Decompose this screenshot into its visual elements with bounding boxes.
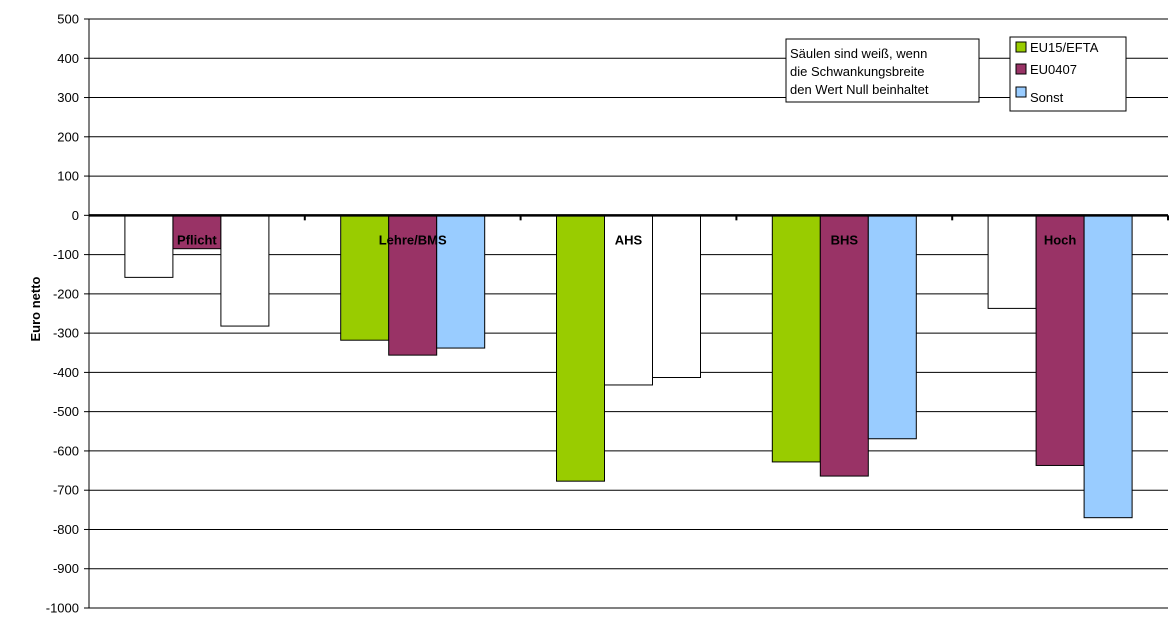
category-label-ahs: AHS <box>615 232 643 247</box>
y-tick-label: 100 <box>57 169 79 184</box>
category-label-pflicht: Pflicht <box>177 232 217 247</box>
y-tick-label: -800 <box>53 522 79 537</box>
legend-label-sonst: Sonst <box>1030 90 1064 105</box>
bar-sonst-pflicht <box>220 214 270 327</box>
y-tick-label: 400 <box>57 51 79 66</box>
category-label-bhs: BHS <box>831 232 859 247</box>
bar-extra-pflicht-0 <box>124 214 174 278</box>
y-tick-label: 200 <box>57 129 79 144</box>
bar-sonst-bhs <box>867 214 917 440</box>
annotation-line-1: Säulen sind weiß, wenn <box>790 46 927 61</box>
bar-eu0407-hoch <box>1035 214 1085 466</box>
y-tick-label: -600 <box>53 443 79 458</box>
y-axis-label: Euro netto <box>28 276 43 341</box>
y-tick-label: 300 <box>57 90 79 105</box>
bar-eu0407-ahs <box>604 214 653 386</box>
y-tick-label: -400 <box>53 365 79 380</box>
category-label-hoch: Hoch <box>1044 232 1077 247</box>
bar-eu15-efta-lehre-bms <box>340 214 390 341</box>
y-tick-label: -300 <box>53 326 79 341</box>
y-tick-label: -900 <box>53 561 79 576</box>
y-tick-labels: -1000-900-800-700-600-500-400-300-200-10… <box>46 12 79 616</box>
bar-eu15-efta-hoch <box>987 214 1037 309</box>
annotation-line-2: die Schwankungsbreite <box>790 64 924 79</box>
category-label-lehre-bms: Lehre/BMS <box>379 232 447 247</box>
bars <box>124 214 1133 519</box>
y-tick-label: -200 <box>53 286 79 301</box>
bar-eu0407-bhs <box>819 214 869 477</box>
category-labels: Pflicht Lehre/BMS AHS BHS Hoch <box>177 232 1076 247</box>
legend-swatch-eu0407 <box>1015 63 1027 75</box>
y-tick-label: -1000 <box>46 601 79 615</box>
y-tick-label: -700 <box>53 483 79 498</box>
axes <box>88 19 1169 608</box>
legend-label-eu15efta: EU15/EFTA <box>1030 40 1099 55</box>
y-tick-label: 0 <box>72 208 79 223</box>
legend-swatch-sonst <box>1015 86 1027 98</box>
legend-swatch-eu15efta <box>1015 41 1027 53</box>
legend-label-eu0407: EU0407 <box>1030 62 1077 77</box>
legend: EU15/EFTA EU0407 Sonst <box>1009 36 1127 112</box>
bar-eu15-efta-ahs <box>556 214 605 482</box>
annotation-line-3: den Wert Null beinhaltet <box>790 82 929 97</box>
bar-eu15-efta-bhs <box>771 214 821 463</box>
y-tick-label: 500 <box>57 12 79 27</box>
annotation-note: Säulen sind weiß, wenn die Schwankungsbr… <box>785 38 980 103</box>
bar-sonst-lehre-bms <box>436 214 486 349</box>
y-tick-label: -500 <box>53 404 79 419</box>
bar-sonst-ahs <box>652 214 701 379</box>
y-tick-label: -100 <box>53 247 79 262</box>
bar-eu0407-lehre-bms <box>388 214 438 356</box>
bar-sonst-hoch <box>1083 214 1133 519</box>
